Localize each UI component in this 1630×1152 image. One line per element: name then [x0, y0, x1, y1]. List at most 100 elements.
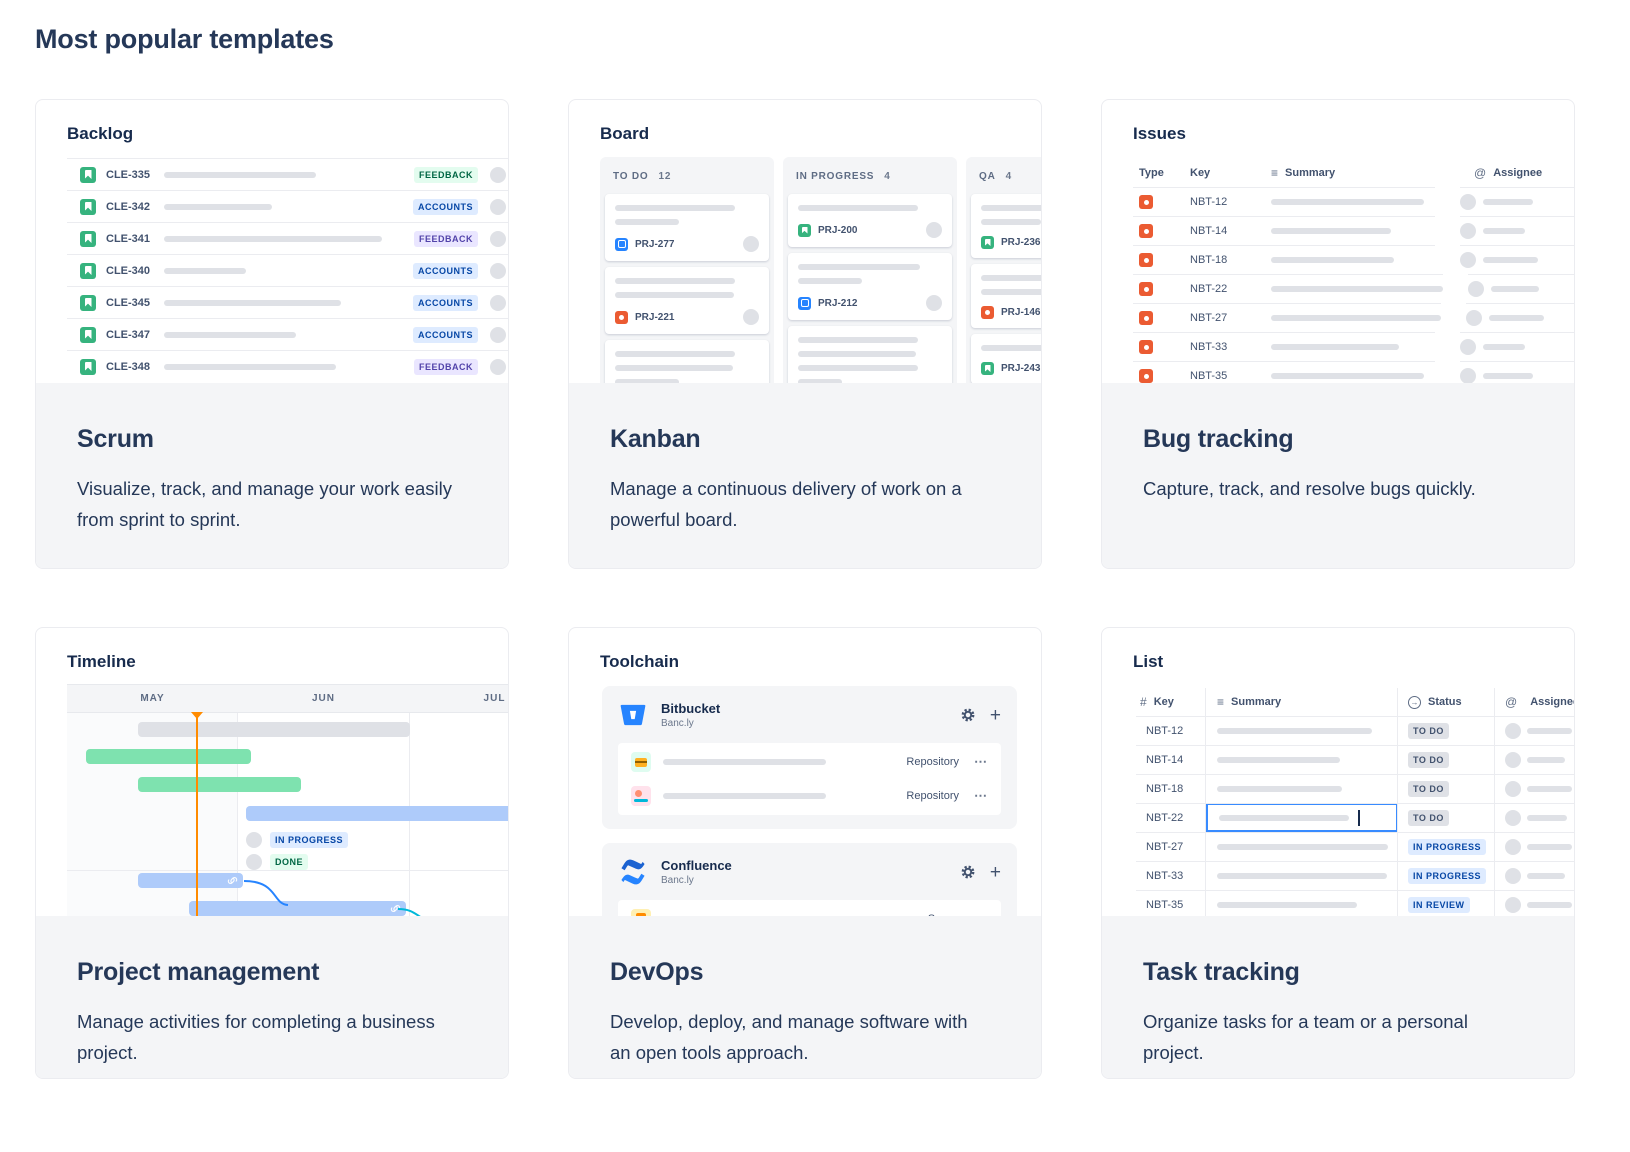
summary-skeleton — [981, 219, 1041, 225]
backlog-table: CLE-335 FEEDBACK CLE-342 ACCOUNTS — [67, 158, 508, 382]
issue-row-assignee — [1459, 245, 1574, 274]
toolchain-section-confluence: Confluence Banc.ly + — [602, 843, 1017, 916]
bug-icon — [1139, 253, 1153, 267]
avatar — [1505, 781, 1521, 797]
column-name: TO DO — [613, 171, 649, 182]
status-badge: IN PROGRESS — [270, 832, 349, 848]
tool-header: Confluence Banc.ly + — [618, 857, 1001, 887]
card-footer: PRJ-212 — [798, 295, 942, 311]
summary-edit-field[interactable] — [1206, 804, 1397, 832]
column-header: TO DO 12 — [603, 171, 771, 182]
issue-key: NBT-14 — [1146, 754, 1184, 766]
column-count: 4 — [1005, 171, 1012, 182]
avatar — [1466, 310, 1482, 326]
issue-key: NBT-12 — [1146, 725, 1184, 737]
status-badge: IN PROGRESS — [1408, 868, 1487, 884]
template-card-scrum[interactable]: Backlog CLE-335 FEEDBACK CLE-342 ACCOUNT… — [35, 99, 509, 569]
summary-skeleton — [615, 292, 734, 298]
summary-skeleton — [1271, 228, 1391, 234]
avatar — [490, 326, 506, 343]
column-count: 12 — [658, 171, 672, 182]
issue-row: NBT-27 — [1133, 303, 1574, 332]
issue-row-main: NBT-35 — [1133, 361, 1435, 383]
assignee-icon: @ — [1474, 165, 1487, 180]
board-columns: TO DO 12 PRJ-277 — [600, 157, 1041, 383]
tool-titles: Bitbucket Banc.ly — [661, 701, 720, 729]
board-column-todo: TO DO 12 PRJ-277 — [600, 157, 774, 383]
avatar — [1459, 223, 1476, 239]
summary-skeleton — [798, 379, 842, 383]
template-card-project-management[interactable]: Timeline MAY JUN JUL IN PROGRESS — [35, 627, 509, 1079]
column-name: IN PROGRESS — [796, 171, 875, 182]
status-badge: DONE — [270, 854, 309, 870]
tool-titles: Confluence Banc.ly — [661, 858, 732, 886]
avatar — [1505, 839, 1521, 855]
list-row: NBT-27 IN PROGRESS — [1136, 832, 1574, 861]
list-row: NBT-12 TO DO — [1136, 716, 1574, 745]
key-column-header: Key — [1153, 696, 1174, 708]
repo-thumbnail-icon — [631, 752, 651, 772]
backlog-row: CLE-345 ACCOUNTS — [67, 286, 508, 318]
status-badge: TO DO — [1408, 723, 1449, 739]
space-thumbnail-icon — [631, 909, 651, 916]
assignee-skeleton — [1489, 315, 1544, 321]
assignee-skeleton — [1491, 286, 1539, 292]
gear-icon — [961, 708, 975, 722]
issue-row: NBT-22 — [1133, 274, 1574, 303]
story-icon — [981, 362, 994, 375]
column-name: QA — [979, 171, 996, 182]
summary-skeleton — [164, 203, 272, 210]
column-header: IN PROGRESS 4 — [786, 171, 954, 182]
issue-key: CLE-341 — [106, 232, 151, 245]
template-card-bug-tracking[interactable]: Issues Type Key ≡ Summary @ Assignee — [1101, 99, 1575, 569]
summary-skeleton — [164, 267, 246, 274]
assignee-skeleton — [1482, 344, 1525, 350]
add-icon: + — [989, 704, 1001, 726]
month-label: JUN — [311, 693, 335, 704]
issue-key: PRJ-212 — [818, 297, 858, 309]
issue-key: CLE-347 — [106, 328, 151, 341]
tool-header: Bitbucket Banc.ly + — [618, 700, 1001, 730]
item-type-label: Repository — [906, 756, 959, 768]
assignee-column-header-cell: @ Assignee — [1495, 688, 1574, 716]
month-divider — [237, 713, 238, 916]
card-footer: PRJ-200 — [798, 222, 942, 238]
template-card-kanban[interactable]: Board TO DO 12 PRJ-277 — [568, 99, 1042, 569]
summary-skeleton — [615, 365, 733, 371]
card-footer: PRJ-277 — [615, 236, 759, 252]
card-info: Task tracking Organize tasks for a team … — [1102, 916, 1574, 1078]
summary-skeleton — [615, 205, 735, 211]
backlog-row: CLE-335 FEEDBACK — [67, 158, 508, 190]
status-column-header-cell: → Status — [1398, 688, 1495, 716]
backlog-row: CLE-341 FEEDBACK — [67, 222, 508, 254]
issue-key: NBT-27 — [1146, 841, 1184, 853]
timeline-preview: Timeline MAY JUN JUL IN PROGRESS — [36, 628, 508, 916]
bug-icon — [1139, 369, 1153, 383]
today-marker-line — [196, 714, 198, 916]
issue-key: CLE-348 — [106, 360, 151, 373]
template-title: Kanban — [610, 425, 701, 453]
summary-skeleton — [1271, 315, 1441, 321]
status-badge: TO DO — [1408, 781, 1449, 797]
issue-key: PRJ-146 — [1001, 307, 1041, 318]
tool-items-panel: Repository ⋯ Repository ⋯ — [618, 743, 1001, 815]
issue-row-assignee — [1466, 303, 1574, 332]
avatar — [926, 222, 942, 238]
issue-key: NBT-22 — [1190, 283, 1228, 295]
month-label: JUL — [483, 693, 506, 704]
list-table-header: # Key ≡ Summary → Status @ — [1136, 688, 1574, 716]
story-icon — [798, 223, 811, 237]
summary-skeleton — [1217, 844, 1388, 850]
bug-icon — [615, 310, 628, 324]
bug-icon — [981, 306, 994, 319]
link-icon — [390, 905, 401, 912]
issues-preview: Issues Type Key ≡ Summary @ Assignee — [1102, 100, 1574, 383]
issue-row-main: NBT-33 — [1133, 332, 1435, 361]
template-card-task-tracking[interactable]: List # Key ≡ Summary → Status — [1101, 627, 1575, 1079]
list-preview: List # Key ≡ Summary → Status — [1102, 628, 1574, 916]
template-card-devops[interactable]: Toolchain Bitbucket Banc.ly — [568, 627, 1042, 1079]
gantt-bar-blue — [189, 901, 406, 916]
timeline-month-header: MAY JUN JUL — [67, 684, 508, 713]
board-card: PRJ-243 — [971, 334, 1041, 383]
timeline-status-row: DONE — [246, 854, 309, 870]
